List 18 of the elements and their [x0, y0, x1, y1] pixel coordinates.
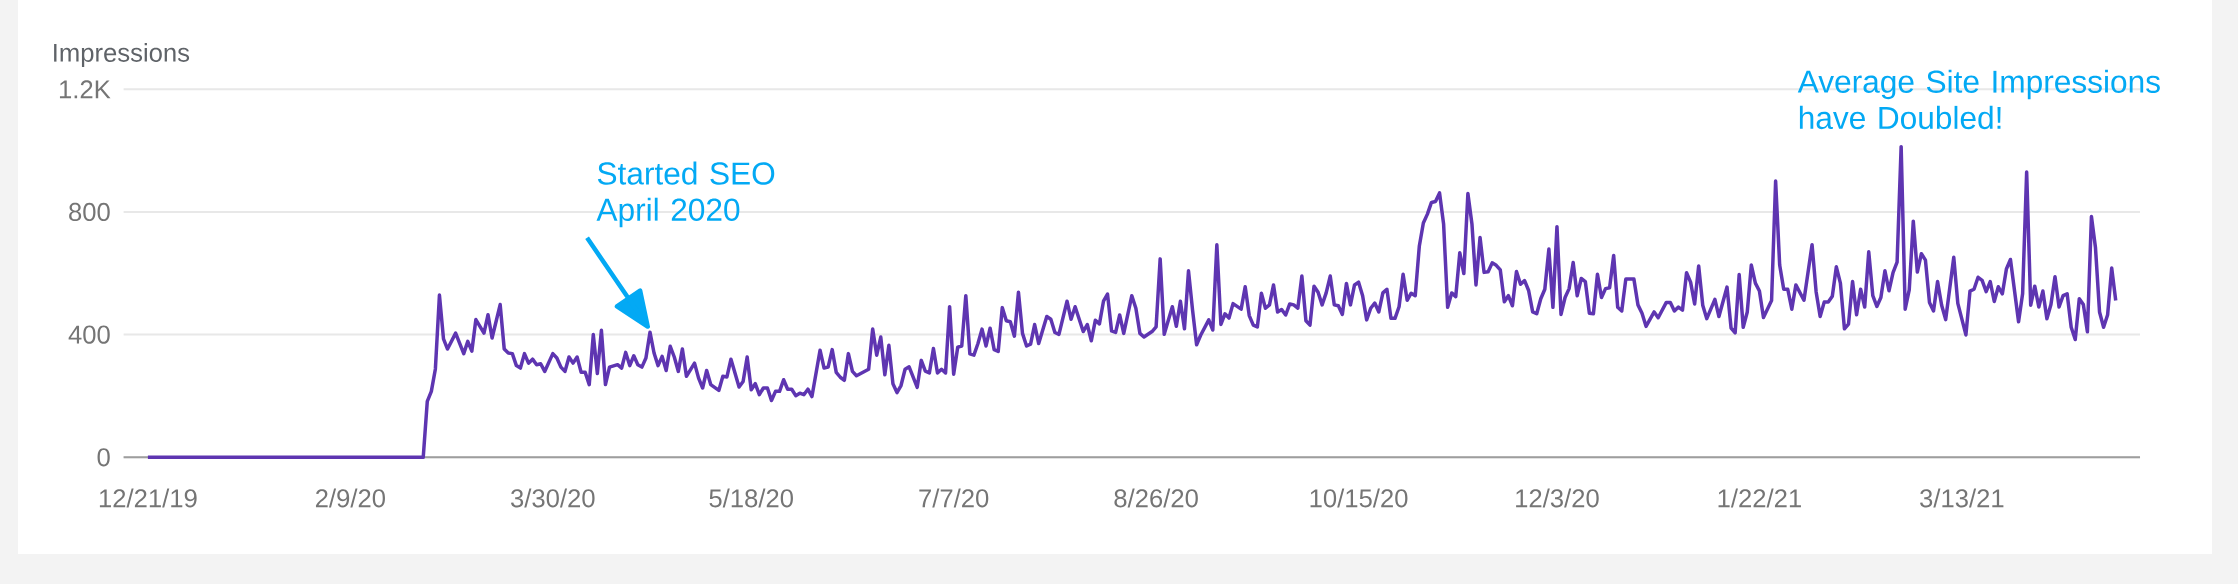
y-tick-label: 800 [69, 202, 110, 222]
x-tick-label: 12/3/20 [1516, 488, 1599, 508]
x-tick-label: 8/26/20 [1114, 488, 1198, 508]
annotation: Average Site Impressions have Doubled! [1797, 69, 2160, 130]
y-tick-label: 1.2K [59, 80, 111, 99]
x-tick-label: 10/15/20 [1310, 488, 1408, 508]
x-tick-label: 7/7/20 [919, 488, 989, 508]
y-axis-title: Impressions [54, 43, 190, 67]
x-tick-label: 2/9/20 [315, 488, 385, 508]
x-tick-label: 5/18/20 [709, 488, 793, 508]
y-tick-label: 0 [97, 448, 110, 467]
y-tick-label: 400 [68, 325, 110, 344]
line-series [146, 144, 2118, 460]
x-tick-label: 3/30/20 [511, 488, 595, 508]
x-tick-label: 1/22/21 [1718, 488, 1801, 508]
annotation: Started SEO April 2020 [596, 161, 775, 228]
x-tick-label: 12/21/19 [99, 488, 197, 508]
x-tick-label: 3/13/21 [1920, 488, 2004, 508]
